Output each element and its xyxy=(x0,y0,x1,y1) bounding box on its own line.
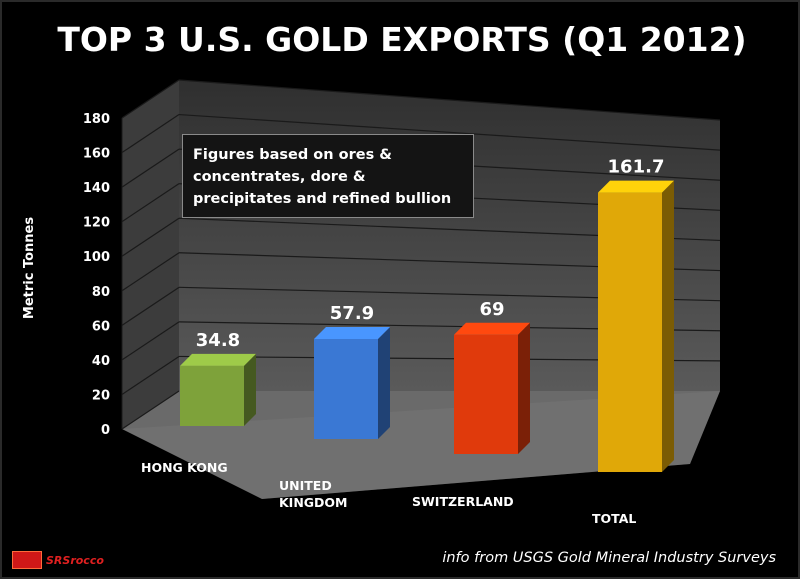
bar xyxy=(180,365,244,426)
annotation-line: concentrates, dore & xyxy=(193,169,366,185)
x-tick-label: KINGDOM xyxy=(279,495,348,510)
data-label: 57.9 xyxy=(330,303,374,324)
x-tick-label: TOTAL xyxy=(592,511,636,526)
bar-top xyxy=(180,353,256,366)
gridline-left xyxy=(121,114,180,154)
y-tick-label: 0 xyxy=(101,423,110,438)
bar-top xyxy=(454,322,530,335)
y-tick-label: 40 xyxy=(92,354,110,369)
bar xyxy=(598,192,662,472)
gridline-left xyxy=(121,390,180,430)
y-tick-label: 120 xyxy=(83,216,110,231)
y-tick-label: 180 xyxy=(83,112,110,127)
data-label: 161.7 xyxy=(608,157,665,178)
data-label: 69 xyxy=(479,299,504,320)
gridline-left xyxy=(121,217,180,257)
left-wall xyxy=(122,80,179,429)
floor xyxy=(122,391,720,499)
bar xyxy=(454,334,518,454)
gridline-left xyxy=(121,79,180,119)
gridline-left xyxy=(121,355,180,395)
y-tick-label: 20 xyxy=(92,388,110,403)
data-label: 34.8 xyxy=(196,330,240,351)
annotation-line: Figures based on ores & xyxy=(193,147,392,163)
bar xyxy=(314,338,378,439)
annotation-box: Figures based on ores & concentrates, do… xyxy=(182,134,474,218)
gridline-left xyxy=(121,252,180,292)
y-tick-label: 140 xyxy=(83,181,110,196)
y-tick-label: 80 xyxy=(92,285,110,300)
y-tick-label: 100 xyxy=(83,250,110,265)
bar-side xyxy=(378,326,390,439)
source-note: info from USGS Gold Mineral Industry Sur… xyxy=(442,550,776,566)
bar-top xyxy=(314,326,390,339)
x-tick-label: UNITED xyxy=(279,478,332,493)
gridline-left xyxy=(121,183,180,223)
gridline-left xyxy=(121,148,180,188)
y-tick-label: 60 xyxy=(92,319,110,334)
bar-side xyxy=(244,353,256,426)
bar-side xyxy=(518,322,530,454)
logo-mark-icon xyxy=(12,551,42,569)
chart-title: TOP 3 U.S. GOLD EXPORTS (Q1 2012) xyxy=(57,20,747,59)
x-tick-label: HONG KONG xyxy=(141,460,228,475)
gridline-left xyxy=(121,286,180,326)
x-tick-label: SWITZERLAND xyxy=(412,494,514,509)
logo-text: SRSrocco xyxy=(46,553,104,567)
floor-front xyxy=(122,391,720,499)
y-axis-label: Metric Tonnes xyxy=(22,216,37,320)
gridline-back xyxy=(178,113,721,151)
gridline-left xyxy=(121,321,180,361)
logo: SRSrocco xyxy=(12,551,104,569)
gridline-back xyxy=(178,79,721,121)
bar-side xyxy=(662,180,674,472)
annotation-line: precipitates and refined bullion xyxy=(193,191,452,207)
y-tick-label: 160 xyxy=(83,147,110,162)
bar-top xyxy=(598,180,674,193)
